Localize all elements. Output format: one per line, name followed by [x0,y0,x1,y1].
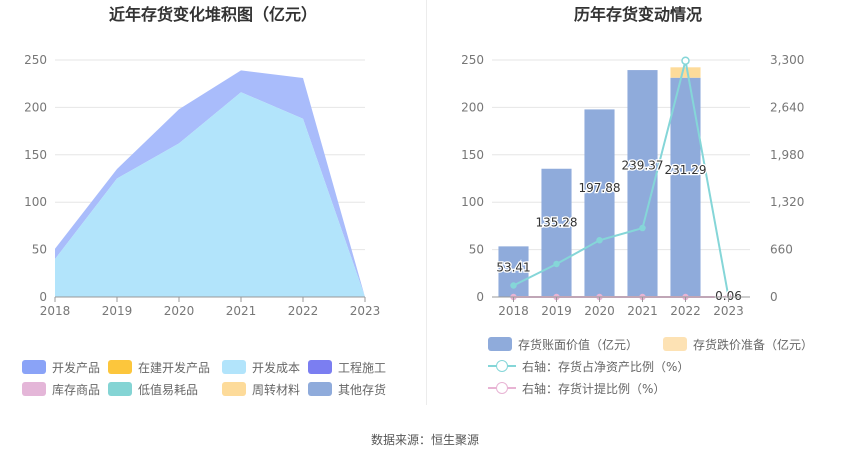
bar-value-label: 135.28 [536,216,578,230]
legend-swatch [108,360,132,374]
data-source: 数据来源：恒生聚源 [370,433,479,447]
area-series-开发成本 [55,92,365,297]
line-series-右轴：存货占净资产比例（%） [513,60,730,298]
legend-label: 开发产品 [52,360,101,375]
y-left-tick-label: 0 [476,290,484,304]
line-point [510,282,517,289]
legend-label: 其他存货 [338,382,387,397]
bar-2019 [541,168,572,297]
y-left-tick-label: 250 [461,53,484,67]
bar-value-label: 197.88 [579,181,621,195]
legend-item[interactable]: 库存商品 [22,378,108,400]
legend-label: 右轴：存货占净资产比例（%） [522,359,690,374]
legend-label: 开发成本 [252,360,301,375]
left-area-chart: 近年存货变化堆积图（亿元） 0 50 100 150 200 250 2018 2019 2020… [24,5,381,318]
legend-label: 库存商品 [52,382,101,397]
line-point [681,56,690,65]
y-tick-label: 250 [24,53,47,67]
panel-divider [426,0,427,405]
line-point [639,224,646,232]
legend-item[interactable]: 周转材料 [222,378,308,400]
legend-item[interactable]: 开发产品 [22,356,108,378]
bar-2022 [670,77,701,297]
x-tick-label: 2018 [40,304,71,318]
x-tick-label: 2021 [627,304,658,318]
legend-label: 存货账面价值（亿元） [518,337,639,352]
left-legend: 开发产品 在建开发产品 开发成本 工程施工库存商品 低值易耗品 周转材料 其他存货 [22,356,422,400]
legend-item[interactable]: 工程施工 [308,356,408,378]
y-tick-label: 50 [32,243,47,257]
y-tick-label: 100 [24,195,47,209]
right-bar-line-chart: 历年存货变动情况 0 0 50 660 100 1,320 150 1,980 200 2,640 2… [461,5,804,318]
y-left-tick-label: 200 [461,100,484,114]
x-tick-label: 2023 [713,304,744,318]
x-tick-label: 2019 [541,304,572,318]
legend-swatch [308,360,332,374]
bar-2021 [627,70,658,297]
bar-value-label: 231.29 [665,163,707,177]
x-tick-label: 2019 [102,304,133,318]
y-right-tick-label: 660 [770,243,793,257]
x-tick-label: 2022 [670,304,701,318]
y-right-tick-label: 3,300 [770,53,804,67]
bar-value-label: 53.41 [496,261,530,275]
legend-item[interactable]: 开发成本 [222,356,308,378]
x-tick-label: 2020 [164,304,195,318]
legend-item[interactable]: 其他存货 [308,378,408,400]
x-tick-label: 2021 [226,304,257,318]
y-tick-label: 200 [24,100,47,114]
y-left-tick-label: 150 [461,148,484,162]
y-tick-label: 150 [24,148,47,162]
bar-2020 [584,109,615,297]
bar-value-label: 239.37 [622,158,664,172]
legend-label: 工程施工 [338,360,387,375]
y-tick-label: 0 [39,290,47,304]
left-chart-title: 近年存货变化堆积图（亿元） [109,5,317,24]
y-right-tick-label: 1,320 [770,195,804,209]
legend-swatch [488,359,516,373]
legend-item[interactable]: 在建开发产品 [108,356,222,378]
legend-swatch [308,382,332,396]
legend-swatch [488,337,512,351]
legend-item[interactable]: 右轴：存货计提比例（%） [488,377,838,399]
reserve-bar-2022 [670,67,701,78]
x-tick-label: 2023 [350,304,381,318]
right-chart-title: 历年存货变动情况 [574,5,702,24]
area-series-开发产品 [55,70,365,298]
legend-swatch [488,381,516,395]
x-tick-label: 2020 [584,304,615,318]
y-right-tick-label: 1,980 [770,148,804,162]
legend-swatch [222,382,246,396]
legend-label: 右轴：存货计提比例（%） [522,381,666,396]
legend-item[interactable]: 存货账面价值（亿元） [488,333,663,355]
legend-item[interactable]: 右轴：存货占净资产比例（%） [488,355,838,377]
legend-label: 在建开发产品 [138,360,211,375]
legend-item[interactable]: 存货跌价准备（亿元） [663,333,838,355]
legend-label: 存货跌价准备（亿元） [693,337,814,352]
legend-swatch [108,382,132,396]
line-point [553,260,560,268]
legend-item[interactable]: 低值易耗品 [108,378,222,400]
y-left-tick-label: 50 [469,243,484,257]
legend-swatch [22,382,46,396]
y-right-tick-label: 0 [770,290,778,304]
right-legend: 存货账面价值（亿元） 存货跌价准备（亿元） 右轴：存货占净资产比例（%） 右轴：存货计… [488,333,838,399]
y-right-tick-label: 2,640 [770,100,804,114]
x-tick-label: 2022 [288,304,319,318]
legend-swatch [663,337,687,351]
legend-label: 周转材料 [252,382,301,397]
legend-swatch [22,360,46,374]
bar-value-label: 0.06 [715,289,742,303]
legend-label: 低值易耗品 [138,382,199,397]
y-left-tick-label: 100 [461,195,484,209]
x-tick-label: 2018 [498,304,529,318]
legend-swatch [222,360,246,374]
line-point [596,237,603,244]
